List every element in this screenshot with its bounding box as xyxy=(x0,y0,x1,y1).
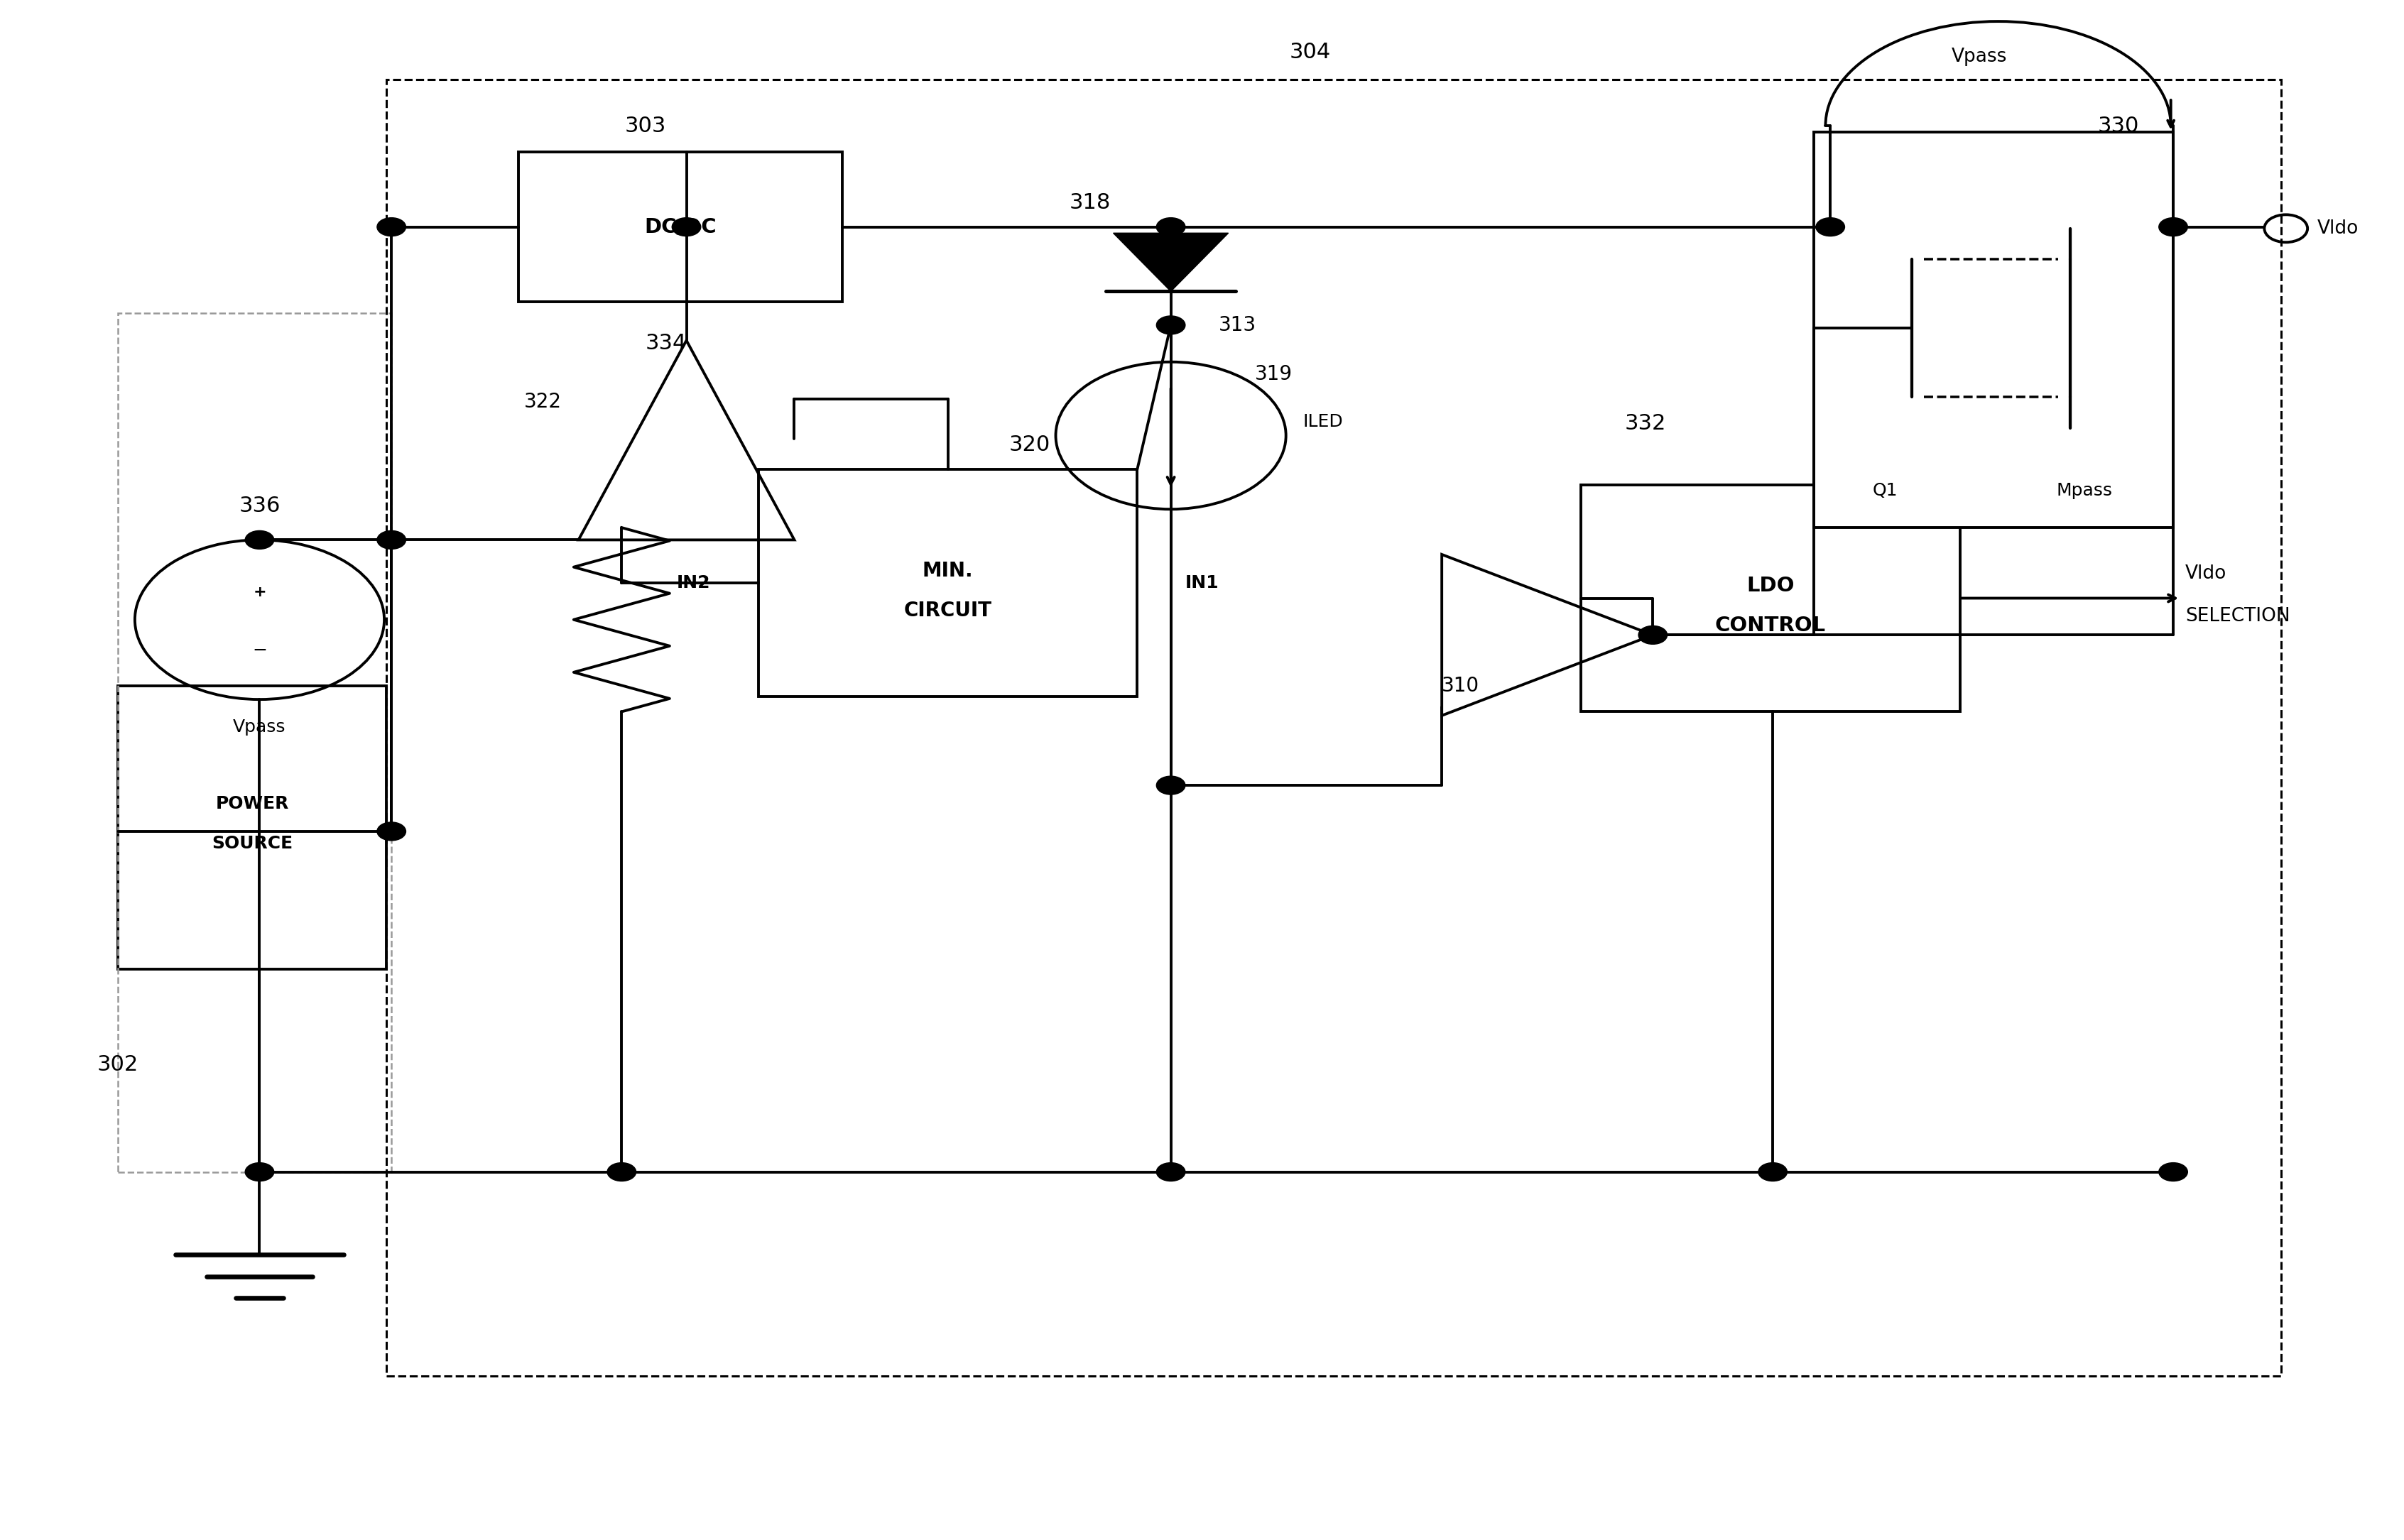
Text: 318: 318 xyxy=(1070,192,1111,213)
Text: Q1: Q1 xyxy=(1873,482,1899,499)
Circle shape xyxy=(245,1163,274,1181)
Circle shape xyxy=(377,217,406,236)
Text: 322: 322 xyxy=(524,391,563,411)
Text: ILED: ILED xyxy=(1303,413,1344,430)
Text: DC/DC: DC/DC xyxy=(644,217,716,237)
Bar xyxy=(519,152,841,302)
Text: 330: 330 xyxy=(2096,116,2140,136)
Circle shape xyxy=(1156,1163,1185,1181)
Text: +: + xyxy=(252,585,267,599)
Text: 302: 302 xyxy=(99,1055,139,1075)
Text: Mpass: Mpass xyxy=(2055,482,2113,499)
Text: 336: 336 xyxy=(238,496,281,516)
Circle shape xyxy=(608,1163,637,1181)
Text: 313: 313 xyxy=(1219,316,1257,336)
Text: Vldo: Vldo xyxy=(2185,564,2226,582)
Circle shape xyxy=(377,822,406,841)
Circle shape xyxy=(245,531,274,550)
Text: 303: 303 xyxy=(625,116,666,136)
Bar xyxy=(1582,485,1959,711)
Bar xyxy=(118,313,392,1172)
Circle shape xyxy=(377,531,406,550)
Bar xyxy=(757,470,1137,696)
Polygon shape xyxy=(1113,233,1228,291)
Circle shape xyxy=(1156,776,1185,795)
Circle shape xyxy=(1815,217,1844,236)
Text: 310: 310 xyxy=(1442,676,1478,696)
Text: SELECTION: SELECTION xyxy=(2185,607,2291,625)
Text: IN1: IN1 xyxy=(1185,574,1219,591)
Text: 320: 320 xyxy=(1010,434,1051,454)
Bar xyxy=(118,685,387,970)
Text: CIRCUIT: CIRCUIT xyxy=(904,601,993,621)
Text: Vpass: Vpass xyxy=(233,719,286,736)
Circle shape xyxy=(1640,625,1668,644)
Text: SOURCE: SOURCE xyxy=(212,835,293,852)
Circle shape xyxy=(673,217,702,236)
Text: 319: 319 xyxy=(1255,365,1293,383)
Text: MIN.: MIN. xyxy=(923,561,974,581)
Text: Vldo: Vldo xyxy=(2317,219,2358,237)
Text: IN2: IN2 xyxy=(678,574,712,591)
Text: POWER: POWER xyxy=(216,795,288,812)
Text: Vpass: Vpass xyxy=(1952,48,2007,66)
Circle shape xyxy=(2159,1163,2188,1181)
Text: −: − xyxy=(252,642,267,659)
Circle shape xyxy=(2159,217,2188,236)
Bar xyxy=(1813,132,2173,528)
Text: LDO: LDO xyxy=(1745,576,1793,596)
Circle shape xyxy=(1156,316,1185,334)
Text: CONTROL: CONTROL xyxy=(1714,616,1825,636)
Text: 304: 304 xyxy=(1289,42,1329,62)
Text: 334: 334 xyxy=(647,333,688,354)
Bar xyxy=(387,80,2281,1375)
Circle shape xyxy=(1757,1163,1786,1181)
Text: 332: 332 xyxy=(1625,413,1666,434)
Circle shape xyxy=(1156,217,1185,236)
